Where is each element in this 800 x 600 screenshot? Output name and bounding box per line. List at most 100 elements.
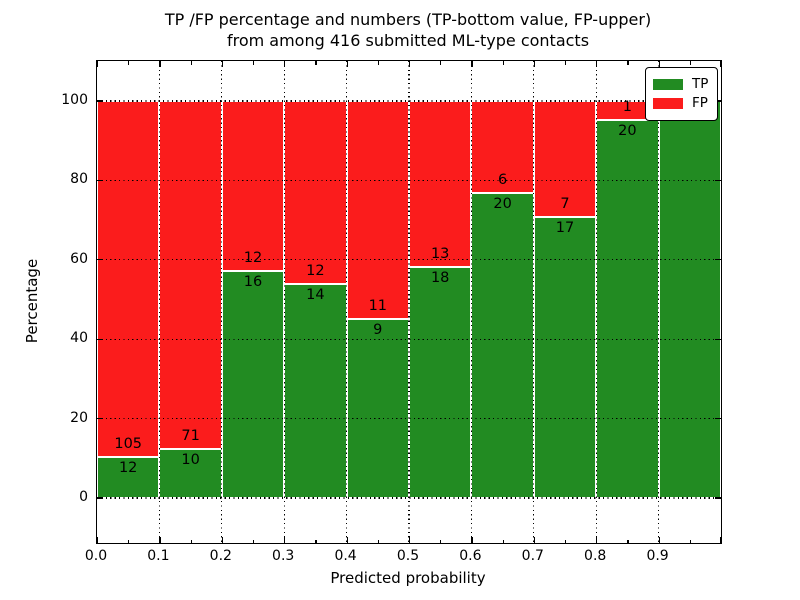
x-tick-major xyxy=(284,537,286,543)
gridline-vertical xyxy=(470,61,472,543)
x-tick-major xyxy=(159,537,161,543)
gridline-vertical xyxy=(408,61,410,543)
bar-segment-tp xyxy=(471,192,534,498)
x-tick-minor xyxy=(440,61,442,65)
tp-count-label: 14 xyxy=(306,287,325,304)
tp-count-label: 10 xyxy=(181,451,200,468)
y-tick-label: 60 xyxy=(70,250,88,267)
x-tick-minor xyxy=(253,539,255,543)
x-tick-major xyxy=(221,61,224,67)
x-tick-major xyxy=(159,61,161,67)
y-tick-label: 20 xyxy=(70,409,88,426)
bar-segment-tp xyxy=(596,119,659,498)
fp-count-label: 12 xyxy=(243,250,263,267)
x-tick-major xyxy=(471,61,473,67)
fp-count-label: 6 xyxy=(497,171,508,188)
fp-count-label: 13 xyxy=(430,246,450,263)
fp-legend-swatch xyxy=(653,98,683,109)
chart-title: TP /FP percentage and numbers (TP-bottom… xyxy=(96,9,720,51)
bar-segment-tp xyxy=(284,284,347,498)
x-tick-minor xyxy=(689,61,692,65)
tp-count-label: 20 xyxy=(618,122,637,139)
x-tick-major xyxy=(719,61,721,67)
x-tick-label: 0.4 xyxy=(334,548,357,564)
bar-segment-tp xyxy=(409,267,472,498)
y-tick-major xyxy=(97,338,103,340)
x-tick-minor xyxy=(253,61,255,65)
tp-count-label: 18 xyxy=(430,270,450,287)
x-tick-major xyxy=(346,61,348,67)
x-tick-major xyxy=(533,61,536,67)
tp-legend-swatch xyxy=(653,79,683,90)
y-tick-major xyxy=(715,338,721,340)
tp-count-label: 16 xyxy=(243,274,263,291)
x-tick-minor xyxy=(128,61,130,65)
x-tick-label: 0.3 xyxy=(272,548,295,564)
bar-segment-tp xyxy=(97,457,160,498)
x-tick-major xyxy=(409,61,411,67)
y-tick-major xyxy=(97,417,103,420)
bar-segment-fp xyxy=(221,101,285,272)
y-tick-major xyxy=(715,417,721,420)
y-tick-major xyxy=(97,259,103,261)
x-tick-label: 0.9 xyxy=(646,548,669,564)
bar-segment-tp xyxy=(346,319,409,498)
gridline-vertical xyxy=(658,61,660,543)
plot-area: TP FP 1051271101216121411913186207171204… xyxy=(96,60,722,544)
y-tick-label: 80 xyxy=(70,171,88,188)
tp-count-label: 20 xyxy=(493,195,512,212)
legend-item-tp: TP xyxy=(653,77,708,92)
fp-count-label: 105 xyxy=(114,436,143,453)
y-tick-label: 0 xyxy=(79,489,88,505)
tp-count-label: 12 xyxy=(118,460,138,477)
x-tick-minor xyxy=(315,539,317,543)
y-tick-label: 100 xyxy=(61,92,88,108)
fp-legend-label: FP xyxy=(692,95,708,111)
x-tick-major xyxy=(97,537,99,543)
x-tick-major xyxy=(658,61,660,67)
x-tick-major xyxy=(596,61,598,67)
y-tick-major xyxy=(97,179,103,182)
chart-title-line1: TP /FP percentage and numbers (TP-bottom… xyxy=(164,10,652,29)
x-tick-minor xyxy=(627,61,629,65)
x-tick-major xyxy=(346,537,348,543)
x-tick-major xyxy=(97,61,99,67)
gridline-vertical xyxy=(221,61,223,543)
bar-segment-fp xyxy=(159,101,222,449)
tp-count-label: 17 xyxy=(555,219,575,236)
x-tick-minor xyxy=(440,539,442,543)
gridline-vertical xyxy=(158,61,160,543)
tp-count-label: 9 xyxy=(373,322,383,339)
fp-count-label: 11 xyxy=(368,298,388,315)
x-tick-major xyxy=(658,537,660,543)
x-tick-label: 0.8 xyxy=(584,548,607,564)
x-tick-label: 0.7 xyxy=(521,548,544,564)
y-tick-major xyxy=(97,100,103,102)
x-tick-label: 0.0 xyxy=(84,548,108,564)
x-tick-minor xyxy=(190,61,192,65)
bar-segment-fp xyxy=(97,101,160,458)
x-tick-major xyxy=(533,537,536,543)
x-tick-minor xyxy=(689,539,692,543)
x-tick-minor xyxy=(315,61,317,65)
x-tick-major xyxy=(596,537,598,543)
x-tick-minor xyxy=(377,61,380,65)
y-tick-major xyxy=(715,497,721,499)
x-tick-minor xyxy=(502,539,504,543)
x-tick-minor xyxy=(377,539,380,543)
y-tick-major xyxy=(715,259,721,261)
bar-segment-fp xyxy=(284,101,347,285)
y-tick-major xyxy=(97,497,103,499)
fp-count-label: 7 xyxy=(560,195,570,212)
fp-count-label: 71 xyxy=(181,427,200,444)
x-tick-major xyxy=(409,537,411,543)
gridline-vertical xyxy=(346,61,348,543)
bar-segment-fp xyxy=(346,101,409,320)
x-tick-major xyxy=(284,61,286,67)
legend-item-fp: FP xyxy=(653,96,708,111)
chart-title-line2: from among 416 submitted ML-type contact… xyxy=(226,31,590,50)
x-tick-label: 0.5 xyxy=(396,548,420,564)
y-tick-label: 40 xyxy=(70,330,88,347)
x-tick-label: 0.2 xyxy=(209,548,232,564)
